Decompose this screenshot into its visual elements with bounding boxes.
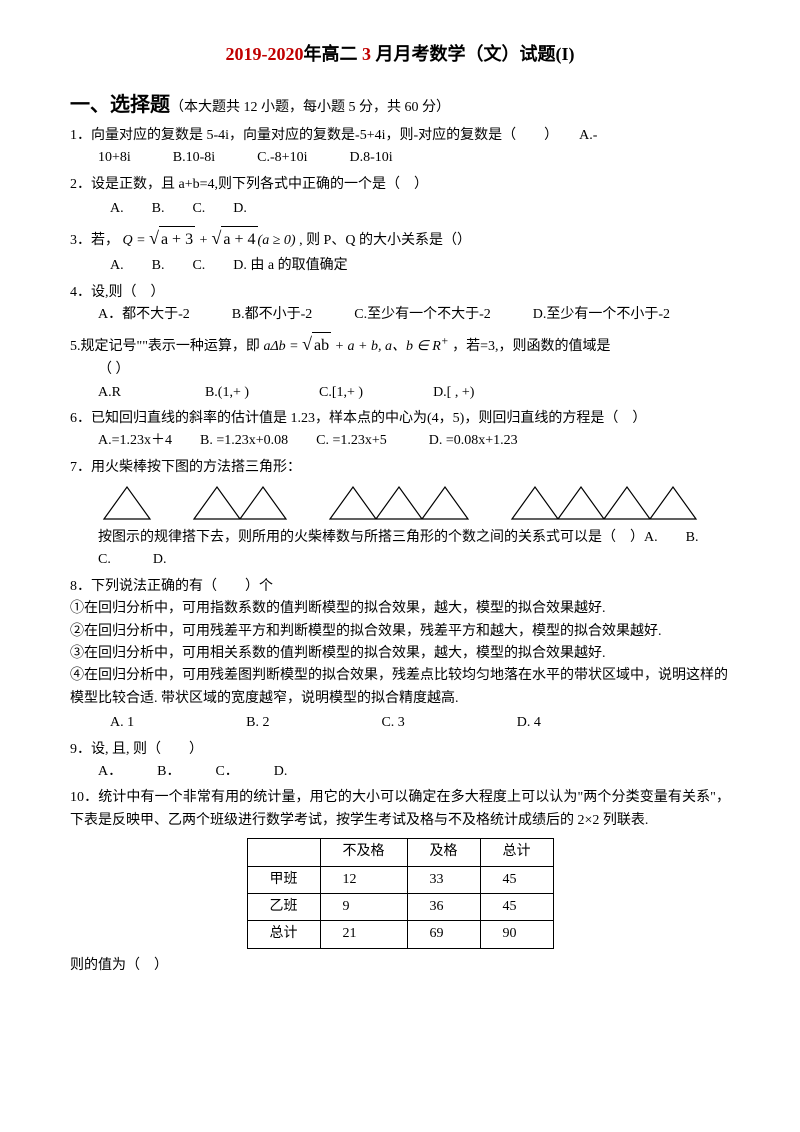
q5-post: ，若=3,，则函数的值域是 [452,339,610,354]
q3-pre: 3．若， [70,233,119,248]
table-row: 乙班 9 36 45 [247,893,553,920]
table-row: 不及格 及格 总计 [247,839,553,866]
triangle-3 [328,485,470,521]
question-8: 8．下列说法正确的有（ ）个 [70,576,730,598]
triangle-4 [510,485,698,521]
q5-f: aΔb = [263,339,302,354]
q8-text: 8．下列说法正确的有（ ）个 [70,579,273,594]
question-5: 5.规定记号""表示一种运算，即 aΔb = √ab + a + b, a、b … [70,330,730,359]
section-sub: （本大题共 12 小题，每小题 5 分，共 60 分） [170,100,450,115]
contingency-table: 不及格 及格 总计 甲班 12 33 45 乙班 9 36 45 总计 21 6… [247,838,554,949]
cell: 甲班 [247,866,320,893]
section-1: 一、选择题（本大题共 12 小题，每小题 5 分，共 60 分） [70,89,730,121]
q5-formula: aΔb = √ab + a + b, a、b ∈ R+ [263,339,452,354]
after-table: 则的值为（ ） [70,955,730,977]
q3-formula: Q = √a + 3 + √a + 4(a ≥ 0) [123,233,300,248]
cell: 乙班 [247,893,320,920]
question-6: 6．已知回归直线的斜率的估计值是 1.23，样本点的中心为(4，5)，则回归直线… [70,408,730,430]
question-3: 3．若， Q = √a + 3 + √a + 4(a ≥ 0) , 则 P、Q … [70,224,730,253]
triangle-diagram [70,485,730,521]
q8-l1: ①在回归分析中，可用指数系数的值判断模型的拟合效果，越大，模型的拟合效果越好. [70,598,730,620]
q10-text: 10．统计中有一个非常有用的统计量，用它的大小可以确定在多大程度上可以认为"两个… [70,790,730,827]
cell: 45 [480,866,553,893]
q5-opts: A.R B.(1,+ ) C.[1,+ ) D.[ , +) [70,382,730,404]
q7-text2: 按图示的规律搭下去，则所用的火柴棒数与所搭三角形的个数之间的关系式可以是（ ）A… [70,527,730,572]
q1-line2: 10+8i B.10-8i C.-8+10i D.8-10i [70,147,730,169]
q2-opts: A. B. C. D. [70,198,730,220]
title-month: 3 [362,44,371,64]
cell: 总计 [480,839,553,866]
q3-cond: (a ≥ 0) [258,233,296,248]
cell: 69 [407,921,480,948]
q4-text: 4．设,则（ ） [70,285,165,300]
page-title: 2019-2020年高二 3 月月考数学（文）试题(I) [70,40,730,69]
question-7: 7．用火柴棒按下图的方法搭三角形： [70,457,730,479]
question-2: 2．设是正数，且 a+b=4,则下列各式中正确的一个是（ ） [70,174,730,196]
title-t2: 月月考数学（文）试题(I) [376,44,575,64]
cell: 12 [320,866,407,893]
q8-l4: ④在回归分析中，可用残差图判断模型的拟合效果，残差点比较均匀地落在水平的带状区域… [70,665,730,710]
triangle-1 [102,485,152,521]
q5-pre: 5.规定记号""表示一种运算，即 [70,339,263,354]
q3-post: , 则 P、Q 的大小关系是（） [299,233,471,248]
q6-text: 6．已知回归直线的斜率的估计值是 1.23，样本点的中心为(4，5)，则回归直线… [70,411,646,426]
table-row: 甲班 12 33 45 [247,866,553,893]
table-row: 总计 21 69 90 [247,921,553,948]
q6-opts: A.=1.23x＋4 B. =1.23x+0.08 C. =1.23x+5 D.… [70,430,730,452]
q1-text: 1．向量对应的复数是 5-4i，向量对应的复数是-5+4i，则-对应的复数是（ … [70,128,597,143]
q8-l3: ③在回归分析中，可用相关系数的值判断模型的拟合效果，越大，模型的拟合效果越好. [70,643,730,665]
cell: 45 [480,893,553,920]
section-heading: 一、选择题 [70,94,170,116]
cell: 90 [480,921,553,948]
q3-sqrt2: a + 4 [221,226,257,253]
q5-sup: + [441,335,449,348]
title-t1: 年高二 [304,44,358,64]
q3-opts: A. B. C. D. 由 a 的取值确定 [70,255,730,277]
cell: 及格 [407,839,480,866]
q4-opts: A．都不大于-2 B.都不小于-2 C.至少有一个不大于-2 D.至少有一个不小… [70,304,730,326]
cell: 36 [407,893,480,920]
q3-q: Q = [123,233,150,248]
cell: 33 [407,866,480,893]
triangle-2 [192,485,288,521]
q8-opts: A. 1 B. 2 C. 3 D. 4 [70,712,730,734]
q9-opts: A． B． C． D. [70,761,730,783]
title-year: 2019-2020 [226,44,304,64]
question-9: 9．设, 且, 则（ ） [70,739,730,761]
q8-l2: ②在回归分析中，可用残差平方和判断模型的拟合效果，残差平方和越大，模型的拟合效果… [70,621,730,643]
q5-paren: （ ） [70,359,730,381]
q9-text: 9．设, 且, 则（ ） [70,742,203,757]
q3-sqrt1: a + 3 [159,226,195,253]
cell: 21 [320,921,407,948]
q7-text: 7．用火柴棒按下图的方法搭三角形： [70,460,301,475]
cell [247,839,320,866]
question-1: 1．向量对应的复数是 5-4i，向量对应的复数是-5+4i，则-对应的复数是（ … [70,125,730,147]
q5-sqrt: ab [312,332,331,359]
question-4: 4．设,则（ ） [70,282,730,304]
cell: 9 [320,893,407,920]
cell: 总计 [247,921,320,948]
q3-plus: + [195,233,211,248]
q2-text: 2．设是正数，且 a+b=4,则下列各式中正确的一个是（ ） [70,177,428,192]
cell: 不及格 [320,839,407,866]
q5-mid: + a + b, a、b ∈ R [331,339,441,354]
question-10: 10．统计中有一个非常有用的统计量，用它的大小可以确定在多大程度上可以认为"两个… [70,787,730,832]
